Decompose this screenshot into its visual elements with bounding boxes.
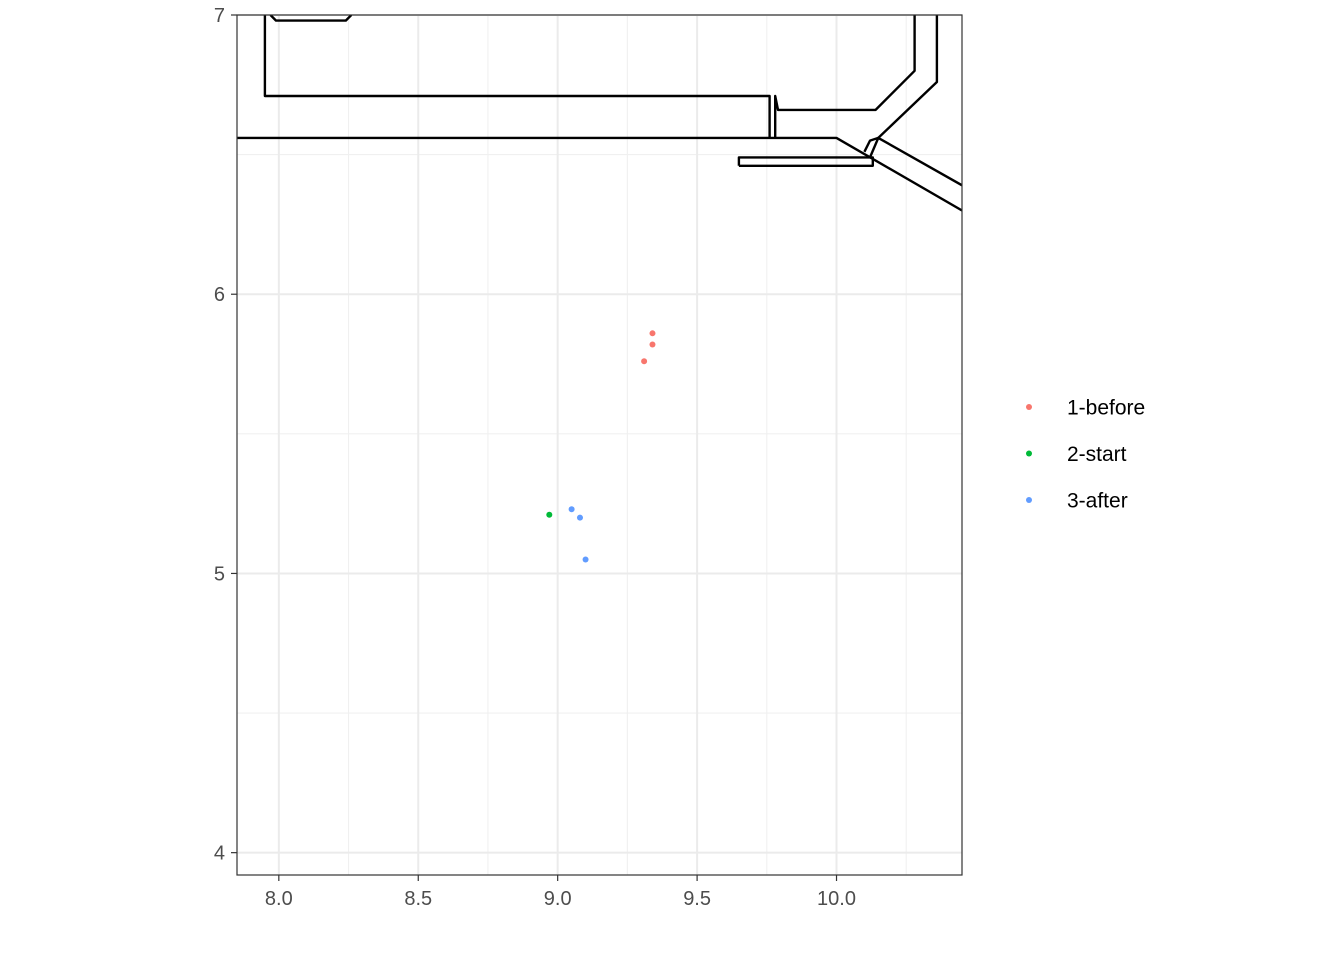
legend-key-3-after	[1026, 497, 1032, 503]
outline-path	[868, 137, 880, 158]
outline-path	[863, 136, 879, 153]
outline-path	[877, 15, 962, 187]
legend-label-3-after: 3-after	[1067, 490, 1128, 513]
outline-path	[269, 15, 353, 22]
legend: 1-before 2-start 3-after	[1026, 397, 1145, 513]
legend-key-2-start	[1026, 450, 1032, 457]
legend-label-1-before: 1-before	[1067, 397, 1145, 420]
x-axis: 8.0 8.5 9.0 9.5 10.0	[265, 875, 856, 910]
x-tick-label: 10.0	[817, 888, 856, 910]
x-tick-label: 8.5	[404, 888, 432, 910]
data-points	[546, 330, 656, 563]
point-3-after	[568, 506, 575, 513]
y-tick-label: 4	[214, 843, 225, 865]
point-3-after	[576, 514, 583, 521]
point-1-before	[649, 341, 656, 348]
point-1-before	[641, 358, 648, 365]
point-2-start	[546, 511, 553, 518]
outline-path	[737, 156, 874, 167]
outline-path	[237, 136, 962, 212]
outline-path	[263, 15, 771, 138]
y-axis: 4 5 6 7	[214, 5, 237, 865]
minor-gridlines	[237, 15, 962, 875]
major-gridlines	[237, 14, 962, 875]
x-tick-label: 8.0	[265, 888, 293, 910]
x-tick-label: 9.5	[683, 888, 711, 910]
y-tick-label: 6	[214, 284, 225, 306]
legend-label-2-start: 2-start	[1067, 443, 1127, 466]
panel-border	[236, 14, 963, 876]
outline-path	[774, 15, 916, 138]
outline-paths	[237, 15, 962, 212]
y-tick-label: 7	[214, 5, 225, 27]
y-tick-label: 5	[214, 563, 225, 585]
point-3-after	[582, 556, 589, 563]
point-1-before	[649, 330, 656, 337]
legend-key-1-before	[1026, 404, 1032, 410]
x-tick-label: 9.0	[544, 888, 572, 910]
